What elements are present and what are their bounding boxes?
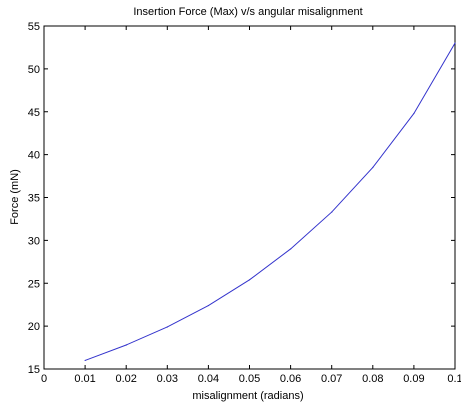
y-axis-ticks: 15 20 25 30 35 40 45 50 55: [28, 21, 455, 376]
y-axis-label: Force (mN): [9, 169, 21, 225]
x-tick-label: 0.02: [115, 373, 136, 385]
data-point: [207, 304, 209, 307]
data-point: [290, 248, 292, 250]
data-point: [372, 166, 374, 169]
x-tick-label: 0.1: [447, 373, 461, 385]
data-point: [454, 42, 456, 44]
x-tick-label: 0.08: [362, 373, 383, 385]
x-tick-label: 0.07: [321, 373, 342, 385]
plot-area: [43, 25, 456, 370]
y-tick-label: 55: [28, 21, 40, 33]
data-point: [413, 112, 415, 115]
x-axis-label: misalignment (radians): [192, 390, 303, 402]
y-tick-label: 15: [28, 364, 40, 376]
chart-title: Insertion Force (Max) v/s angular misali…: [133, 6, 362, 18]
series-line-0: [84, 42, 456, 361]
y-tick-label: 45: [28, 107, 40, 119]
data-point: [248, 279, 251, 281]
y-tick-label: 50: [28, 64, 40, 76]
y-tick-label: 30: [28, 235, 40, 247]
x-tick-label: 0.05: [239, 373, 260, 385]
y-tick-label: 40: [28, 150, 40, 162]
x-tick-label: 0.09: [403, 373, 424, 385]
x-tick-label: 0: [41, 373, 47, 385]
x-axis-ticks: 0 0.01 0.02 0.03 0.04 0.05 0.06 0.07 0.08 0.09 0.1: [41, 26, 461, 385]
x-tick-label: 0.06: [280, 373, 301, 385]
y-tick-label: 20: [28, 321, 40, 333]
data-point: [331, 211, 333, 213]
y-tick-label: 35: [28, 193, 40, 205]
data-point: [84, 359, 86, 362]
data-point: [125, 344, 127, 346]
y-tick-label: 25: [28, 278, 40, 290]
x-tick-label: 0.01: [74, 373, 95, 385]
data-point: [166, 326, 168, 328]
x-tick-label: 0.04: [198, 373, 219, 385]
x-tick-label: 0.03: [157, 373, 178, 385]
series-layer: [84, 42, 456, 362]
